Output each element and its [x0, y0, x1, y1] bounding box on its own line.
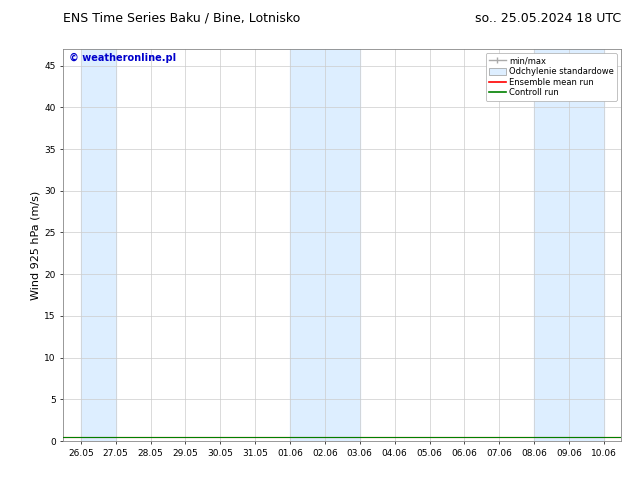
Bar — [290, 49, 359, 441]
Bar — [81, 49, 116, 441]
Legend: min/max, Odchylenie standardowe, Ensemble mean run, Controll run: min/max, Odchylenie standardowe, Ensembl… — [486, 53, 617, 101]
Bar — [534, 49, 604, 441]
Text: so.. 25.05.2024 18 UTC: so.. 25.05.2024 18 UTC — [476, 11, 621, 24]
Text: © weatheronline.pl: © weatheronline.pl — [69, 53, 176, 63]
Y-axis label: Wind 925 hPa (m/s): Wind 925 hPa (m/s) — [30, 191, 40, 299]
Text: ENS Time Series Baku / Bine, Lotnisko: ENS Time Series Baku / Bine, Lotnisko — [63, 11, 301, 24]
